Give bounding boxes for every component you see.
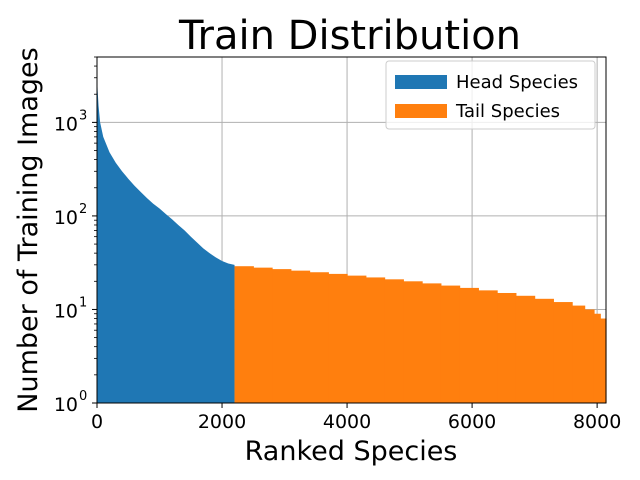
legend-label-tail: Tail Species [455,101,560,122]
tail-species-step [584,309,595,403]
tail-species-step [593,313,601,403]
tail-species-step [309,272,329,403]
tail-species-step [272,269,292,403]
tail-species-step [515,295,536,403]
tail-species-step [384,279,404,403]
tail-species-step [253,267,273,403]
x-tick-label: 0 [91,411,103,433]
legend-swatch-tail [395,104,447,118]
tail-species-step [422,283,442,403]
y-tick-base: 10 [54,207,78,229]
tail-species-step [365,277,386,403]
legend-label-head: Head Species [456,72,578,93]
tail-species-step [600,318,607,403]
legend: Head Species Tail Species [385,60,596,130]
x-tick-label: 8000 [573,411,621,433]
tail-species-step [534,298,554,403]
y-tick-exponent: 1 [79,295,87,310]
y-tick-label: 10 0 [54,389,87,416]
tail-species-step [328,273,348,403]
y-tick-base: 10 [54,113,78,135]
y-tick-exponent: 2 [79,202,87,217]
legend-swatch-head [395,75,447,89]
tail-species-step [234,266,254,403]
y-tick-base: 10 [54,300,78,322]
y-tick-exponent: 0 [79,389,87,404]
tail-species-step [459,287,479,403]
tail-species-step [553,302,573,403]
tail-species-step [497,292,517,403]
tail-species-step [403,281,423,403]
x-tick-label: 2000 [198,411,246,433]
x-tick-label: 4000 [323,411,371,433]
y-tick-label: 10 2 [54,202,87,229]
y-tick-label: 10 1 [54,295,87,322]
tail-species-step [572,305,586,403]
y-tick-label: 10 3 [54,108,87,135]
chart-title: Train Distribution [178,13,521,59]
y-axis-label: Number of Training Images [13,47,44,412]
series-layer [97,71,607,403]
tail-species-step [440,285,461,403]
tail-species-step [347,275,367,403]
head-species-area [97,71,235,403]
tail-species-step [478,290,498,403]
x-tick-label: 6000 [448,411,496,433]
plot-frame [96,56,607,404]
y-tick-exponent: 3 [79,108,87,123]
x-axis-label: Ranked Species [245,436,458,467]
tail-species-step [290,270,311,403]
y-tick-base: 10 [54,394,78,416]
